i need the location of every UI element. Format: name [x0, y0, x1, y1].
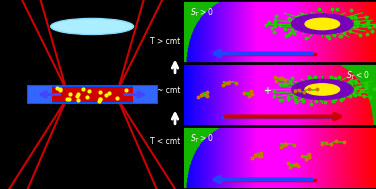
Text: T ~ cmt: T ~ cmt	[150, 86, 180, 95]
Text: $S_T>0$: $S_T>0$	[190, 132, 214, 145]
Ellipse shape	[51, 18, 133, 34]
Bar	[28, 86, 157, 103]
Circle shape	[305, 18, 340, 30]
Circle shape	[305, 84, 340, 95]
Text: +: +	[263, 86, 271, 96]
Circle shape	[292, 79, 353, 100]
Bar	[133, 86, 157, 103]
Text: T < cmt: T < cmt	[150, 137, 180, 146]
Circle shape	[292, 14, 353, 34]
Text: $S_T>0$: $S_T>0$	[190, 6, 214, 19]
Bar	[28, 86, 52, 103]
Text: T > cmt: T > cmt	[150, 37, 180, 46]
Text: $S_T<0$: $S_T<0$	[346, 69, 370, 82]
